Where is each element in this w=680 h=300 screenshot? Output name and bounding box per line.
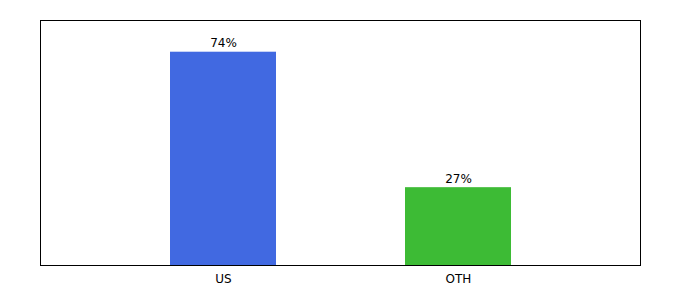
svg-text:US: US [215,272,231,286]
svg-text:27%: 27% [445,172,472,186]
svg-text:74%: 74% [210,36,237,50]
svg-text:OTH: OTH [446,272,472,286]
